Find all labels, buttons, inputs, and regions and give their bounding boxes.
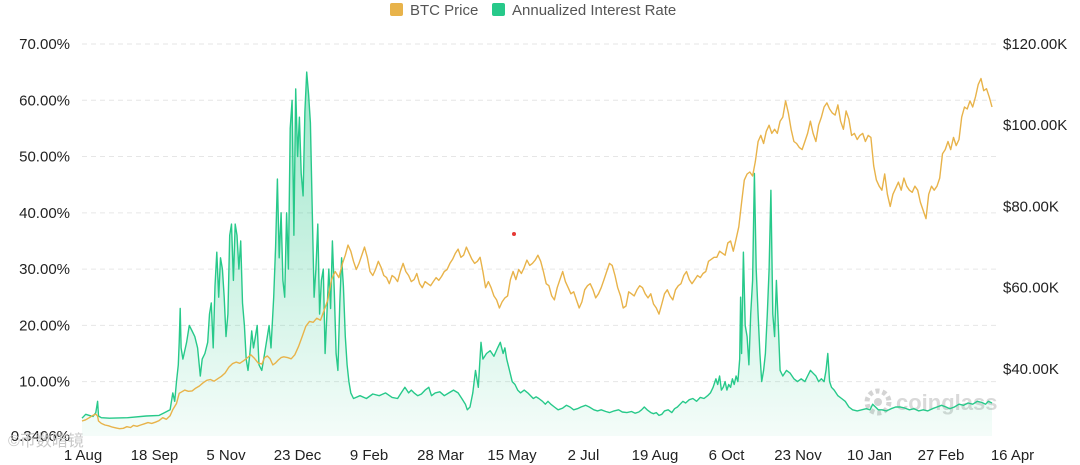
left-axis-tick-label: 30.00% [19,261,70,278]
x-axis-tick-label: 27 Feb [918,447,965,464]
left-axis-tick-label: 50.00% [19,149,70,166]
left-axis-tick-label: 0.3406% [11,428,70,445]
legend-label-btc-price: BTC Price [410,2,478,19]
x-axis-tick-label: 6 Oct [709,447,746,464]
right-axis-tick-label: $100.00K [1003,117,1067,134]
x-axis-tick-label: 16 Apr [991,447,1034,464]
x-axis-tick-label: 28 Mar [417,447,464,464]
line-btc-price [81,77,993,430]
right-axis-tick-label: $80.00K [1003,198,1059,215]
x-axis-tick-label: 9 Feb [350,447,388,464]
x-axis-tick-label: 15 May [487,447,537,464]
x-axis: 1 Aug 18 Sep 5 Nov 23 Dec 9 Feb 28 Mar 15 May 2… [64,447,1034,464]
left-axis-tick-label: 20.00% [19,317,70,334]
right-axis-tick-label: $120.00K [1003,36,1067,53]
corner-watermark: ©币数暗镜 [8,431,84,450]
stray-red-dot [512,232,516,236]
legend-label-annualized-interest-rate: Annualized Interest Rate [512,2,676,19]
x-axis-tick-label: 23 Nov [774,447,822,464]
x-axis-tick-label: 18 Sep [131,447,179,464]
left-axis-tick-label: 10.00% [19,374,70,391]
area-annualized-interest-rate [82,72,992,436]
left-axis-tick-label: 60.00% [19,92,70,109]
legend[interactable]: BTC Price Annualized Interest Rate [390,2,676,19]
legend-item-annualized-interest-rate[interactable]: Annualized Interest Rate [492,2,676,19]
legend-swatch-btc-price [390,3,403,16]
right-axis: $40.00K $60.00K $80.00K $100.00K $120.00K [1003,36,1067,378]
x-axis-tick-label: 1 Aug [64,447,102,464]
x-axis-tick-label: 2 Jul [568,447,600,464]
line-annualized-interest-rate [81,71,993,419]
x-axis-tick-label: 5 Nov [206,447,246,464]
legend-item-btc-price[interactable]: BTC Price [390,2,478,19]
series-annualized-interest-rate [81,71,993,436]
left-axis-tick-label: 70.00% [19,36,70,53]
series-btc-price [81,77,993,430]
right-axis-tick-label: $40.00K [1003,361,1059,378]
x-axis-tick-label: 19 Aug [632,447,679,464]
legend-swatch-annualized-interest-rate [492,3,505,16]
left-axis: 0.3406% 10.00% 20.00% 30.00% 40.00% 50.00% 60.… [11,36,70,445]
x-axis-tick-label: 10 Jan [847,447,892,464]
left-axis-tick-label: 40.00% [19,205,70,222]
right-axis-tick-label: $60.00K [1003,280,1059,297]
x-axis-tick-label: 23 Dec [274,447,322,464]
